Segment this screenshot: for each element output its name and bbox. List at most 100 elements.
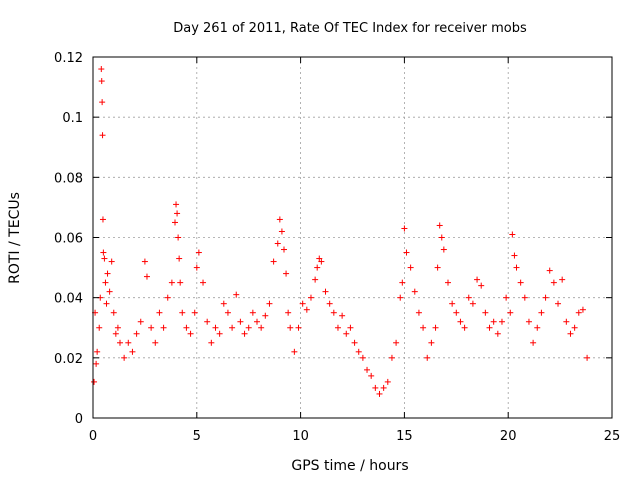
data-point bbox=[104, 270, 111, 277]
data-point bbox=[99, 99, 106, 106]
data-point bbox=[312, 276, 319, 283]
data-point bbox=[490, 318, 497, 325]
data-point bbox=[98, 66, 105, 73]
data-point bbox=[160, 324, 167, 331]
x-axis-label: GPS time / hours bbox=[291, 458, 408, 474]
data-point bbox=[274, 240, 281, 247]
data-point bbox=[393, 339, 400, 346]
data-point bbox=[521, 294, 528, 301]
data-point bbox=[112, 330, 119, 337]
data-point bbox=[555, 300, 562, 307]
data-point bbox=[103, 300, 110, 307]
data-point bbox=[179, 309, 186, 316]
data-point bbox=[237, 318, 244, 325]
data-point bbox=[517, 279, 524, 286]
data-point bbox=[509, 231, 516, 238]
data-point bbox=[571, 324, 578, 331]
data-point bbox=[187, 330, 194, 337]
y-tick-label: 0.1 bbox=[62, 111, 83, 126]
data-point bbox=[432, 324, 439, 331]
data-point bbox=[482, 309, 489, 316]
data-point bbox=[285, 309, 292, 316]
data-point bbox=[102, 279, 109, 286]
data-point bbox=[94, 348, 101, 355]
data-point bbox=[449, 300, 456, 307]
data-point bbox=[258, 324, 265, 331]
data-point bbox=[283, 270, 290, 277]
data-point bbox=[141, 258, 148, 265]
data-point bbox=[469, 300, 476, 307]
data-point bbox=[380, 384, 387, 391]
data-point bbox=[376, 390, 383, 397]
data-point bbox=[175, 234, 182, 241]
data-point bbox=[262, 312, 269, 319]
data-point bbox=[287, 324, 294, 331]
data-point bbox=[546, 267, 553, 274]
data-point bbox=[444, 279, 451, 286]
data-point bbox=[438, 234, 445, 241]
data-point bbox=[280, 246, 287, 253]
data-point bbox=[133, 330, 140, 337]
data-point bbox=[212, 324, 219, 331]
x-tick-label: 0 bbox=[89, 429, 97, 444]
x-tick-label: 20 bbox=[500, 429, 517, 444]
data-point bbox=[177, 279, 184, 286]
data-point bbox=[494, 330, 501, 337]
data-point bbox=[106, 288, 113, 295]
data-point bbox=[245, 324, 252, 331]
data-point bbox=[397, 294, 404, 301]
data-point bbox=[334, 324, 341, 331]
y-tick-label: 0 bbox=[75, 412, 83, 427]
data-point bbox=[343, 330, 350, 337]
data-point bbox=[220, 300, 227, 307]
data-point bbox=[457, 318, 464, 325]
data-point bbox=[93, 360, 100, 367]
data-point bbox=[224, 309, 231, 316]
data-point bbox=[204, 318, 211, 325]
data-point bbox=[316, 255, 323, 262]
data-point bbox=[233, 291, 240, 298]
data-point bbox=[137, 318, 144, 325]
x-tick-label: 25 bbox=[604, 429, 621, 444]
data-point bbox=[436, 222, 443, 229]
data-point bbox=[399, 279, 406, 286]
data-point bbox=[276, 216, 283, 223]
y-tick-labels: 0 0.02 0.04 0.06 0.08 0.1 0.12 bbox=[54, 51, 83, 427]
data-point bbox=[303, 306, 310, 313]
data-point bbox=[121, 354, 128, 361]
data-point bbox=[474, 276, 481, 283]
data-point bbox=[193, 264, 200, 271]
data-point bbox=[575, 309, 582, 316]
data-point bbox=[148, 324, 155, 331]
data-point bbox=[278, 228, 285, 235]
data-point bbox=[101, 255, 108, 262]
y-tick-label: 0.06 bbox=[54, 232, 83, 247]
data-point bbox=[254, 318, 261, 325]
data-point bbox=[91, 378, 98, 385]
data-point bbox=[538, 309, 545, 316]
data-point bbox=[108, 258, 115, 265]
y-tick-label: 0.12 bbox=[54, 51, 83, 66]
data-point bbox=[307, 294, 314, 301]
data-point bbox=[465, 294, 472, 301]
data-point bbox=[503, 294, 510, 301]
data-point bbox=[164, 294, 171, 301]
data-point bbox=[339, 312, 346, 319]
axis-ticks bbox=[92, 56, 613, 419]
data-point bbox=[176, 255, 183, 262]
data-point bbox=[174, 210, 181, 217]
data-point bbox=[172, 219, 179, 226]
data-point bbox=[152, 339, 159, 346]
data-point bbox=[407, 264, 414, 271]
y-tick-label: 0.04 bbox=[54, 292, 83, 307]
data-point bbox=[295, 324, 302, 331]
data-point bbox=[453, 309, 460, 316]
data-point bbox=[351, 339, 358, 346]
data-point bbox=[364, 366, 371, 373]
data-point bbox=[299, 300, 306, 307]
data-point bbox=[511, 252, 518, 259]
x-tick-label: 15 bbox=[396, 429, 413, 444]
data-point bbox=[428, 339, 435, 346]
y-axis-label: ROTI / TECUs bbox=[7, 192, 23, 284]
